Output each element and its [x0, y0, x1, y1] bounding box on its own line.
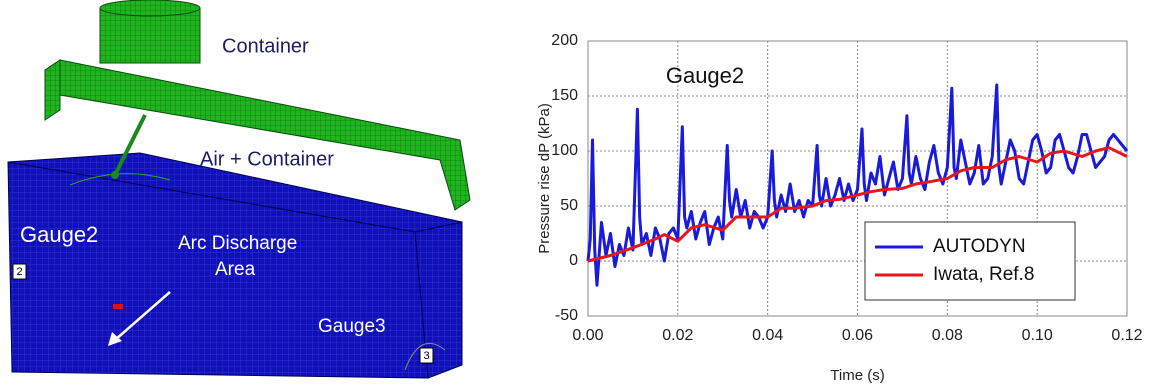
page: Container Air + Container Gauge2 Arc Dis…	[0, 0, 1152, 386]
label-container: Container	[222, 35, 309, 57]
figure: Container Air + Container Gauge2 Arc Dis…	[0, 0, 1152, 386]
x-tick-label: 0.08	[932, 327, 963, 344]
y-tick-label: -50	[555, 307, 578, 324]
x-tick-label: 0.12	[1111, 327, 1142, 344]
x-tick-label: 0.02	[662, 327, 693, 344]
y-axis-label: Pressure rise dP (kPa)	[536, 103, 553, 254]
label-arc: Area	[215, 259, 256, 280]
x-tick-label: 0.10	[1022, 327, 1053, 344]
label-air: Air + Container	[200, 148, 334, 170]
x-tick-label: 0.06	[842, 327, 873, 344]
y-tick-label: 0	[569, 252, 578, 269]
chart: -50 0 50 100 150 200 0.00 0.02 0.04 0.06 0.08 0.10 0…	[536, 32, 1143, 384]
x-tick-label: 0.00	[572, 327, 603, 344]
chart-title: Gauge2	[666, 63, 744, 88]
legend-label: AUTODYN	[933, 236, 1026, 257]
label-gauge3: Gauge3	[318, 316, 386, 337]
x-tick-label: 0.04	[752, 327, 783, 344]
label-gauge2: Gauge2	[20, 222, 98, 247]
y-tick-label: 100	[551, 142, 578, 159]
label-arc: Arc Discharge	[178, 233, 297, 254]
x-axis-label: Time (s)	[830, 367, 884, 384]
legend-label: Iwata, Ref.8	[933, 264, 1034, 285]
y-tick-label: 200	[551, 32, 578, 49]
legend-box	[865, 222, 1075, 300]
y-tick-label: 50	[560, 197, 578, 214]
y-tick-label: 150	[551, 87, 578, 104]
gauge-marker: 3	[423, 350, 429, 362]
gauge-marker: 2	[16, 266, 22, 278]
